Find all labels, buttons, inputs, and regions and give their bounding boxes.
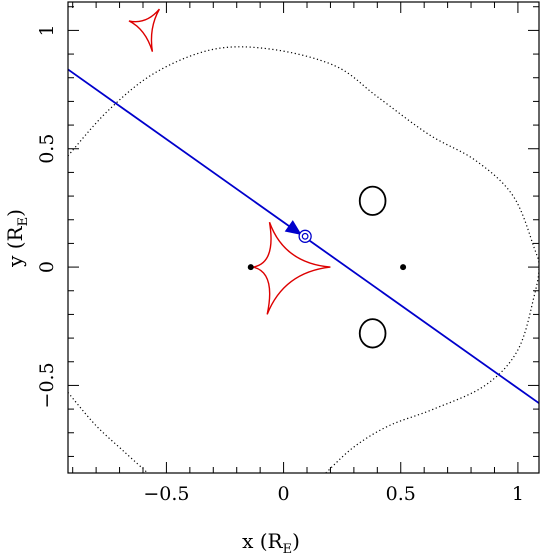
- plot-contents: [68, 8, 539, 473]
- lens-2: [400, 264, 407, 271]
- lens-1: [247, 264, 254, 271]
- x-tick-label: 0.5: [386, 483, 416, 505]
- x-tick-label: 1: [512, 483, 524, 505]
- y-tick-label: 1: [36, 24, 58, 36]
- source-marker-inner: [301, 232, 309, 240]
- source-marker: [298, 229, 312, 243]
- plot-frame: [67, 1, 540, 474]
- critical-oval-2: [358, 318, 387, 349]
- outer-critical-curve-lower-left: [68, 392, 149, 473]
- trajectory-arrow: [284, 220, 302, 235]
- critical-oval-1: [358, 185, 387, 216]
- x-tick-label: −0.5: [143, 483, 189, 505]
- caustic-1: [128, 8, 161, 52]
- x-axis-label: x (RE): [242, 529, 300, 555]
- tick-labels: −0.5 0 0.5 1 −0.5 0 0.5 1: [36, 24, 524, 505]
- y-tick-label: 0.5: [36, 134, 58, 164]
- axis-ticks: [68, 2, 539, 473]
- x-tick-label: 0: [278, 483, 290, 505]
- caustic-2: [252, 221, 331, 315]
- y-tick-label: 0: [36, 261, 58, 273]
- y-axis-label: y (RE): [3, 209, 31, 268]
- y-tick-label: −0.5: [36, 362, 58, 408]
